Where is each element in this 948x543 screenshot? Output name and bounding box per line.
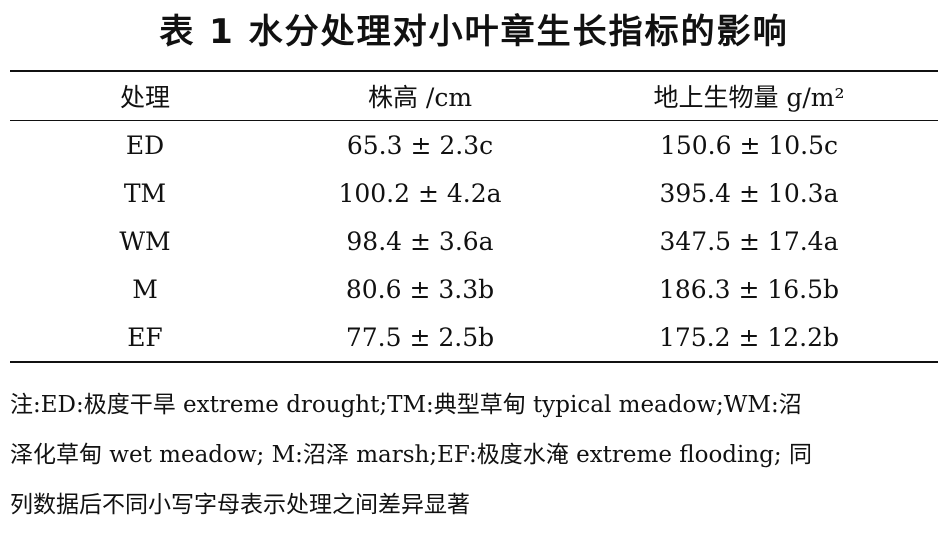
table-top-rule [10,70,938,72]
table-row: WM 98.4 ± 3.6a 347.5 ± 17.4a [10,217,938,265]
footnote-line: 泽化草甸 wet meadow; M:沼泽 marsh;EF:极度水淹 extr… [10,442,812,468]
plant-height-cell: 98.4 ± 3.6a [346,226,494,256]
treatment-cell: WM [119,226,171,256]
plant-height-cell: 65.3 ± 2.3c [346,130,494,160]
table-title: 表 1 水分处理对小叶章生长指标的影响 [159,12,789,52]
biomass-cell: 186.3 ± 16.5b [658,274,840,304]
table-row: M 80.6 ± 3.3b 186.3 ± 16.5b [10,265,938,313]
table-row: ED 65.3 ± 2.3c 150.6 ± 10.5c [10,121,938,169]
biomass-cell: 150.6 ± 10.5c [659,130,839,160]
biomass-cell: 395.4 ± 10.3a [659,178,839,208]
footnote-line: 注:ED:极度干旱 extreme drought;TM:典型草甸 typica… [10,392,802,418]
table-header-rule [10,120,938,121]
treatment-cell: ED [125,130,165,160]
table-bottom-rule [10,361,938,363]
treatment-cell: TM [123,178,167,208]
table-row: EF 77.5 ± 2.5b 175.2 ± 12.2b [10,313,938,361]
treatment-cell: EF [127,322,163,352]
table-footnote: 注:ED:极度干旱 extreme drought;TM:典型草甸 typica… [10,380,940,530]
plant-height-cell: 77.5 ± 2.5b [345,322,495,352]
biomass-cell: 347.5 ± 17.4a [659,226,839,256]
header-treatment: 处理 [119,83,170,112]
treatment-cell: M [132,274,158,304]
footnote-line: 列数据后不同小写字母表示处理之间差异显著 [10,492,470,518]
header-plant-height: 株高 /cm [367,83,473,112]
header-aboveground-biomass: 地上生物量 g/m² [653,83,845,112]
table-row: TM 100.2 ± 4.2a 395.4 ± 10.3a [10,169,938,217]
table-header-row: 处理 株高 /cm 地上生物量 g/m² [10,72,938,120]
plant-height-cell: 100.2 ± 4.2a [338,178,502,208]
plant-height-cell: 80.6 ± 3.3b [345,274,495,304]
biomass-cell: 175.2 ± 12.2b [658,322,840,352]
